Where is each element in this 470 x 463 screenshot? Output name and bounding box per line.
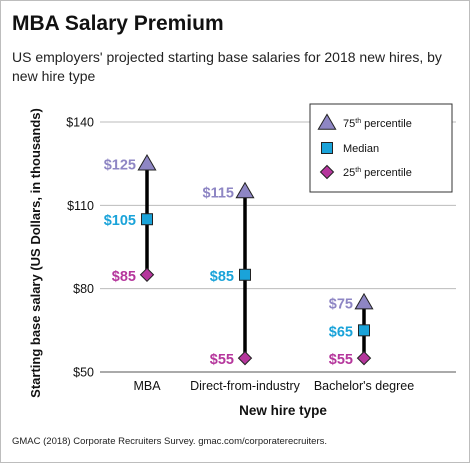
p25-marker bbox=[356, 350, 372, 366]
legend-box bbox=[309, 103, 453, 193]
y-tick-label: $110 bbox=[67, 199, 94, 213]
y-axis-label: Starting base salary (US Dollars, in tho… bbox=[28, 108, 43, 398]
p75-data-label: $125 bbox=[104, 158, 136, 174]
p25-data-label: $55 bbox=[329, 352, 353, 368]
legend-triangle-icon bbox=[317, 113, 337, 130]
median-data-label: $105 bbox=[104, 213, 136, 229]
p25-data-label: $85 bbox=[112, 269, 136, 285]
median-data-label: $85 bbox=[210, 269, 234, 285]
p75-marker bbox=[354, 292, 374, 310]
p25-marker bbox=[139, 267, 155, 282]
legend-entry: Median bbox=[343, 143, 379, 155]
legend-square-icon bbox=[321, 142, 333, 154]
legend-entry: 75th percentile bbox=[343, 118, 412, 130]
x-axis-label: New hire type bbox=[239, 403, 327, 418]
p75-data-label: $75 bbox=[329, 297, 353, 313]
x-tick-label: MBA bbox=[133, 379, 161, 393]
x-tick-label: Bachelor's degree bbox=[314, 379, 414, 393]
p75-marker bbox=[235, 181, 255, 199]
legend-diamond-icon bbox=[319, 164, 335, 180]
p25-data-label: $55 bbox=[210, 352, 234, 368]
median-data-label: $65 bbox=[329, 324, 353, 340]
p75-data-label: $115 bbox=[203, 185, 234, 201]
median-marker bbox=[239, 268, 251, 281]
legend-entry: 25th percentile bbox=[343, 167, 412, 179]
p25-marker bbox=[237, 350, 253, 366]
y-tick-label: $80 bbox=[73, 282, 94, 296]
median-marker bbox=[141, 213, 153, 226]
y-tick-label: $50 bbox=[73, 366, 94, 380]
source-note: GMAC (2018) Corporate Recruiters Survey.… bbox=[12, 436, 328, 447]
chart-title: MBA Salary Premium bbox=[12, 12, 224, 35]
chart-subtitle: US employers' projected starting base sa… bbox=[12, 49, 442, 84]
x-tick-label: Direct-from-industry bbox=[190, 379, 300, 393]
y-tick-label: $140 bbox=[66, 116, 94, 130]
p75-marker bbox=[137, 153, 157, 171]
median-marker bbox=[358, 324, 370, 337]
